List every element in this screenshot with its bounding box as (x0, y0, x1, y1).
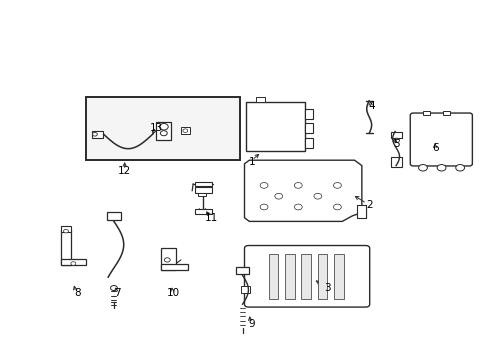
Bar (390, 157, 401, 167)
Circle shape (418, 165, 427, 171)
Circle shape (313, 193, 321, 199)
Text: 2: 2 (365, 200, 372, 210)
Text: 11: 11 (204, 213, 218, 223)
Bar (333, 254, 343, 299)
Circle shape (110, 285, 117, 291)
Circle shape (63, 229, 68, 233)
Bar (161, 264, 188, 270)
Text: 9: 9 (248, 319, 255, 329)
FancyBboxPatch shape (409, 113, 471, 166)
Bar (181, 127, 189, 134)
Bar (61, 230, 71, 265)
Bar (92, 131, 102, 138)
Bar (255, 97, 264, 102)
Bar (61, 226, 71, 232)
Bar (194, 209, 211, 214)
FancyBboxPatch shape (244, 246, 369, 307)
Bar (301, 254, 310, 299)
Circle shape (333, 183, 341, 188)
Bar (304, 138, 313, 148)
Text: 5: 5 (392, 139, 399, 149)
Text: 6: 6 (431, 143, 438, 153)
Circle shape (92, 132, 97, 136)
Text: 1: 1 (248, 157, 255, 167)
Bar (61, 259, 85, 265)
Bar (442, 111, 449, 115)
Bar (235, 267, 249, 274)
Text: 3: 3 (324, 283, 330, 293)
Circle shape (183, 129, 187, 132)
Circle shape (436, 165, 445, 171)
Circle shape (260, 204, 267, 210)
Bar (85, 97, 239, 160)
Bar (304, 123, 313, 133)
Bar (356, 205, 365, 218)
Bar (197, 193, 206, 196)
Circle shape (164, 258, 170, 262)
Circle shape (274, 193, 282, 199)
Circle shape (260, 183, 267, 188)
Bar (317, 254, 326, 299)
Circle shape (71, 262, 76, 265)
Circle shape (393, 138, 399, 143)
Bar (156, 122, 171, 140)
Bar (390, 132, 401, 138)
Bar (285, 254, 294, 299)
Text: 4: 4 (367, 101, 374, 111)
Bar (161, 248, 176, 270)
Bar (241, 286, 249, 293)
Text: 10: 10 (167, 288, 180, 298)
Bar (106, 212, 121, 220)
Circle shape (294, 183, 302, 188)
Bar (245, 102, 304, 151)
Circle shape (160, 131, 167, 136)
Bar (422, 111, 429, 115)
Text: 8: 8 (74, 288, 81, 298)
Circle shape (159, 123, 168, 130)
Circle shape (455, 165, 464, 171)
Polygon shape (244, 160, 361, 221)
Bar (304, 109, 313, 119)
Bar (268, 254, 278, 299)
Circle shape (333, 204, 341, 210)
Bar (194, 182, 211, 186)
Text: 12: 12 (118, 166, 131, 176)
Text: 13: 13 (149, 123, 163, 133)
Text: 7: 7 (114, 288, 121, 298)
Bar (194, 187, 211, 193)
Circle shape (294, 204, 302, 210)
